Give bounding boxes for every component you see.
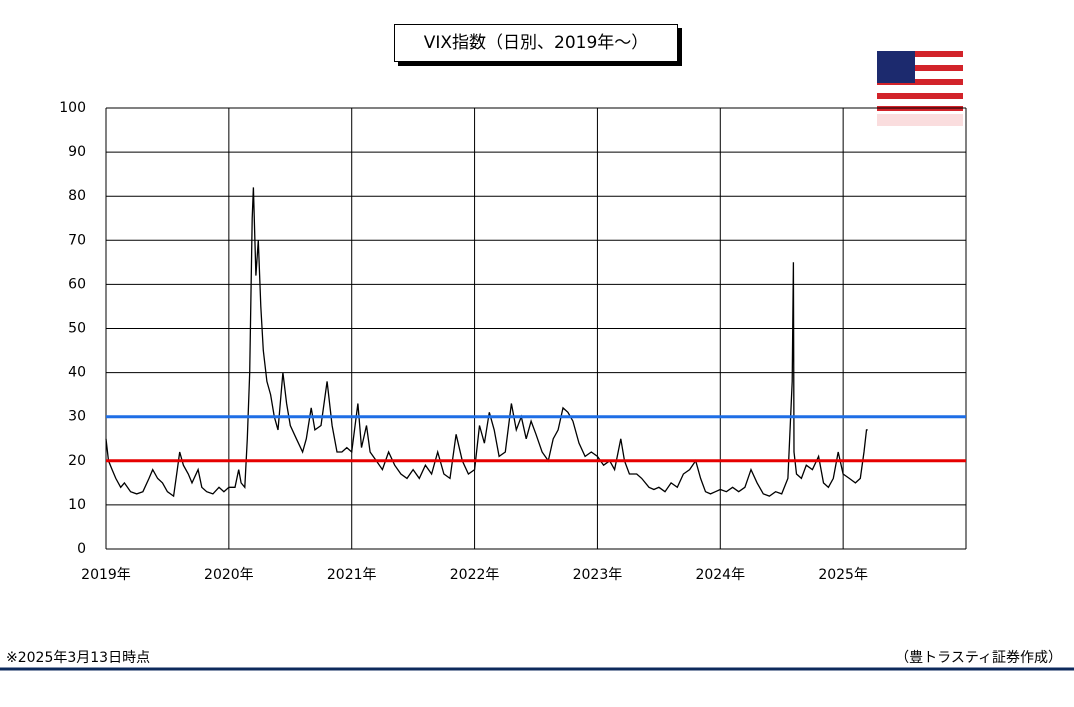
y-tick-label: 30 [68, 409, 86, 425]
y-tick-label: 100 [59, 100, 86, 116]
y-tick-label: 70 [68, 232, 86, 248]
y-tick-label: 80 [68, 188, 86, 204]
x-tick-label: 2019年 [81, 567, 131, 583]
flag [877, 51, 963, 126]
vix-line [105, 187, 868, 498]
y-tick-label: 10 [68, 497, 86, 513]
x-tick-label: 2024年 [695, 567, 745, 583]
y-tick-label: 60 [68, 276, 86, 292]
y-tick-label: 0 [77, 541, 86, 557]
source: （豊トラスティ証券作成） [895, 650, 1062, 666]
y-tick-label: 90 [68, 144, 86, 160]
y-tick-label: 20 [68, 453, 86, 469]
x-tick-label: 2025年 [818, 567, 868, 583]
footnote: ※2025年3月13日時点 [6, 650, 150, 666]
x-tick-label: 2021年 [327, 567, 377, 583]
x-tick-label: 2023年 [573, 567, 623, 583]
y-tick-label: 40 [68, 365, 86, 381]
chart-title: VIX指数（日別、2019年～） [394, 24, 678, 62]
y-tick-label: 50 [68, 321, 86, 337]
x-tick-label: 2022年 [450, 567, 500, 583]
x-tick-label: 2020年 [204, 567, 254, 583]
